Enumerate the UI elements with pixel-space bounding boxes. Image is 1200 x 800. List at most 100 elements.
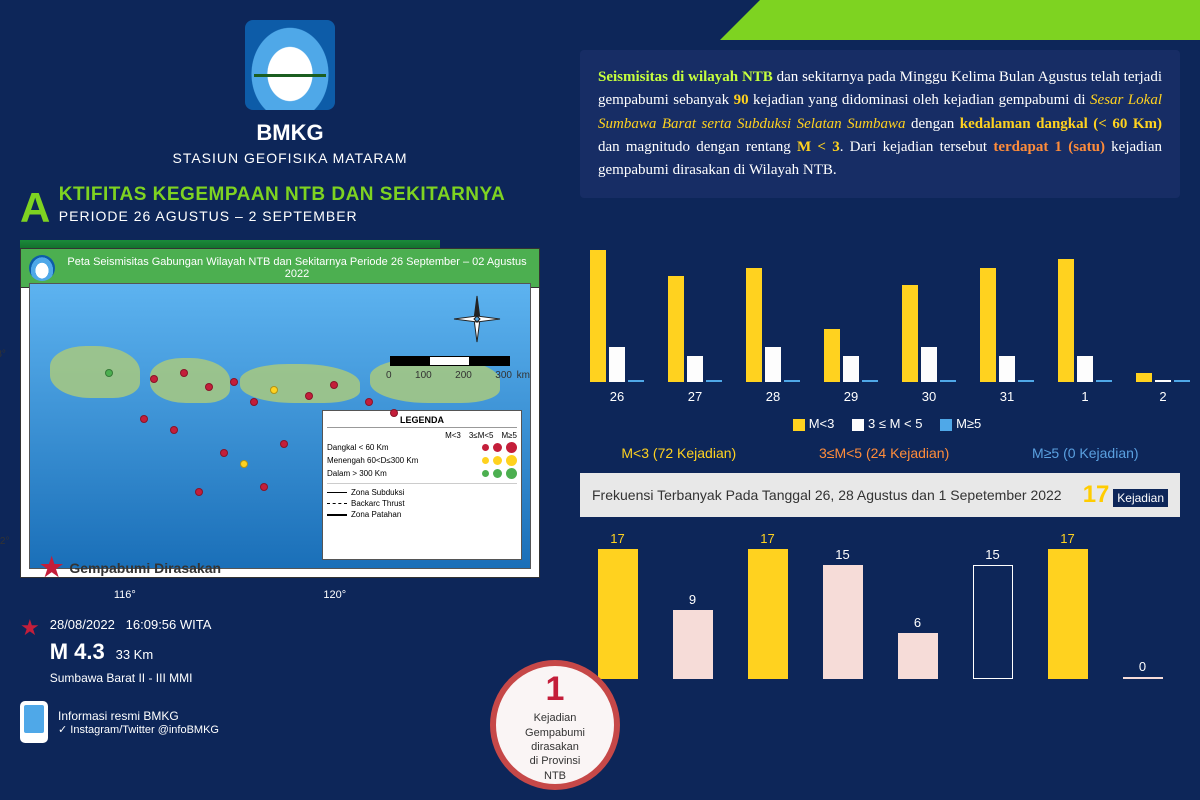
title-line2: PERIODE 26 AGUSTUS – 2 SEPTEMBER (59, 208, 505, 224)
bar (902, 285, 918, 382)
bar (980, 268, 996, 383)
bar (1077, 356, 1093, 382)
eq-point (250, 398, 258, 406)
island-shape (50, 346, 140, 397)
map-canvas: 0100200300 km LEGENDA M<3 3≤M<5 M≥5 Dang… (29, 283, 531, 569)
bar (1174, 380, 1190, 382)
bar-value: 15 (965, 547, 1020, 562)
bar (668, 276, 684, 382)
freq-text: Frekuensi Terbanyak Pada Tanggal 26, 28 … (592, 487, 1062, 503)
title-block: A KTIFITAS KEGEMPAAN NTB DAN SEKITARNYA … (20, 184, 560, 232)
event-magnitude: M 4.3 (50, 639, 105, 664)
bar-value: 0 (1115, 659, 1170, 674)
map-logo-icon (29, 255, 55, 281)
count-m5: M≥5 (0 Kejadian) (1032, 445, 1139, 461)
agency-name: BMKG (20, 120, 560, 146)
bar (973, 565, 1013, 680)
info-footer: Informasi resmi BMKG ✓ Instagram/Twitter… (20, 701, 560, 743)
seismicity-map: Peta Seismisitas Gabungan Wilayah NTB da… (20, 248, 540, 578)
freq-number: 17 (1083, 481, 1110, 508)
total-group: 9 (665, 610, 720, 679)
total-group: 0 (1115, 677, 1170, 679)
lat-tick: -8° (0, 349, 6, 360)
phone-icon (20, 701, 48, 743)
bar (673, 610, 713, 679)
bar (1048, 549, 1088, 679)
eq-point (260, 483, 268, 491)
total-group: 17 (1040, 549, 1095, 679)
legend-line: Backarc Thrust (351, 499, 405, 508)
eq-point (330, 381, 338, 389)
event-time: 16:09:56 WITA (126, 617, 212, 632)
total-group: 17 (740, 549, 795, 679)
legend-label: M<3 (809, 416, 835, 431)
legend-line: Zona Subduksi (351, 488, 404, 497)
bar-value: 17 (740, 531, 795, 546)
day-label: 29 (824, 389, 878, 404)
eq-point (365, 398, 373, 406)
eq-point (305, 392, 313, 400)
frequency-banner: Frekuensi Terbanyak Pada Tanggal 26, 28 … (580, 473, 1180, 517)
bar (824, 329, 840, 382)
bar (706, 380, 722, 382)
day-group: 29 (824, 329, 878, 382)
bar (1096, 380, 1112, 382)
bar-value: 15 (815, 547, 870, 562)
bar (748, 549, 788, 679)
bar (862, 380, 878, 382)
legend-header: M<3 (445, 431, 461, 440)
total-group: 6 (890, 633, 945, 679)
bar (898, 633, 938, 679)
day-group: 31 (980, 268, 1034, 383)
total-group: 15 (815, 565, 870, 680)
bar (999, 356, 1015, 382)
count-m35: 3≤M<5 (24 Kejadian) (819, 445, 949, 461)
scale-unit: km (517, 370, 530, 381)
bar (784, 380, 800, 382)
left-column: BMKG STASIUN GEOFISIKA MATARAM A KTIFITA… (20, 20, 560, 743)
eq-point (170, 426, 178, 434)
bar (590, 250, 606, 382)
legend-row: Dalam > 300 Km (327, 469, 478, 478)
map-legend: LEGENDA M<3 3≤M<5 M≥5 Dangkal < 60 Km Me… (322, 410, 522, 560)
legend-label: M≥5 (956, 416, 981, 431)
day-label: 31 (980, 389, 1034, 404)
lat-tick: -12° (0, 536, 9, 547)
star-icon: ★ (20, 615, 40, 641)
day-group: 1 (1058, 259, 1112, 383)
day-label: 30 (902, 389, 956, 404)
event-location: Sumbawa Barat II - III MMI (50, 671, 193, 685)
day-group: 30 (902, 285, 956, 382)
bar (687, 356, 703, 382)
bar (628, 380, 644, 382)
event-date: 28/08/2022 (50, 617, 115, 632)
day-group: 26 (590, 250, 644, 382)
legend-row: Menengah 60<D≤300 Km (327, 456, 478, 465)
bar (1058, 259, 1074, 383)
chart-legend: M<3 3 ≤ M < 5 M≥5 (580, 416, 1180, 431)
bar (598, 549, 638, 679)
day-label: 2 (1136, 389, 1190, 404)
bar (1123, 677, 1163, 679)
bar (1155, 380, 1171, 382)
legend-title: LEGENDA (327, 415, 517, 428)
footer-title: Informasi resmi BMKG (58, 709, 219, 723)
magnitude-counts: M<3 (72 Kejadian) 3≤M<5 (24 Kejadian) M≥… (580, 445, 1180, 461)
eq-point (195, 488, 203, 496)
bar (746, 268, 762, 383)
felt-count-badge: 1 Kejadian Gempabumi dirasakan di Provin… (490, 660, 620, 790)
title-line1: KTIFITAS KEGEMPAAN NTB DAN SEKITARNYA (59, 184, 505, 206)
bar (843, 356, 859, 382)
daily-magnitude-chart: 26272829303112 (580, 222, 1180, 382)
daily-total-chart: 1791715615170 (580, 539, 1180, 679)
bar (940, 380, 956, 382)
eq-point (390, 409, 398, 417)
eq-point (140, 415, 148, 423)
legend-header: M≥5 (501, 431, 517, 440)
bar (1018, 380, 1034, 382)
day-group: 27 (668, 276, 722, 382)
felt-eq-label: Gempabumi Dirasakan (69, 560, 221, 576)
island-shape (150, 358, 230, 403)
badge-number: 1 (546, 667, 565, 711)
bar-value: 9 (665, 592, 720, 607)
